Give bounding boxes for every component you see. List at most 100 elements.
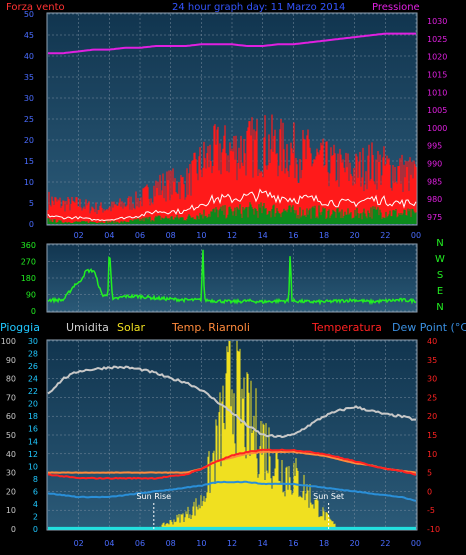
rain-tick-label: 26 (28, 362, 38, 371)
rain-tick-label: 10 (28, 462, 38, 471)
x-tick-label: 18 (319, 539, 329, 548)
pressure-tick-label: 990 (427, 159, 442, 168)
x-tick-label: 16 (288, 231, 298, 240)
wind-tick-label: 40 (24, 52, 34, 61)
rain-tick-label: 20 (28, 400, 38, 409)
rain-tick-label: 28 (28, 350, 38, 359)
direction-tick-label: 90 (26, 291, 36, 300)
temperature-series (47, 448, 417, 480)
humidity-tick-label: 20 (6, 487, 16, 496)
wind-tick-label: 15 (24, 157, 34, 166)
x-tick-label: 06 (135, 231, 145, 240)
sun-set-label: Sun Set (313, 492, 344, 501)
legend-rain: Pioggia (0, 321, 40, 334)
wind-series (47, 32, 417, 224)
x-tick-label: 14 (258, 539, 268, 548)
direction-y-axis: 0 90 180 270 360 (21, 241, 36, 316)
humidity-series (47, 365, 417, 439)
humidity-tick-label: 10 (6, 506, 16, 515)
temperature-tick-label: 25 (427, 393, 437, 402)
climate-x-axis: 02 04 06 08 10 12 14 16 18 20 22 00 (74, 539, 422, 548)
x-tick-label: 08 (166, 539, 176, 548)
direction-tick-label: 360 (21, 241, 36, 250)
humidity-y-axis: 0 10 20 30 40 50 60 70 80 90 100 (1, 337, 16, 534)
rain-tick-label: 2 (33, 512, 38, 521)
temperature-tick-label: 40 (427, 337, 437, 346)
legend-solar: Solar (117, 321, 146, 334)
x-tick-label: 12 (227, 231, 237, 240)
legend-indoor-temp: Temp. Riarnoli (171, 321, 250, 334)
rain-tick-label: 6 (33, 487, 38, 496)
x-tick-label: 22 (380, 231, 390, 240)
temperature-tick-label: 20 (427, 412, 437, 421)
x-tick-label: 00 (411, 539, 421, 548)
rain-tick-label: 30 (28, 337, 38, 346)
wind-tick-label: 30 (24, 94, 34, 103)
wind-avg-series (47, 188, 417, 222)
temperature-y-axis: -10 -5 0 5 10 15 20 25 30 35 40 (427, 337, 440, 534)
pressure-series (48, 32, 416, 55)
compass-label: W (435, 254, 445, 265)
pressure-y-axis: 975 980 985 990 995 1000 1005 1010 1015 1020 1025 1… (427, 17, 447, 222)
pressure-tick-label: 980 (427, 195, 442, 204)
pressure-tick-label: 1000 (427, 124, 447, 133)
wind-tick-label: 35 (24, 73, 34, 82)
wind-tick-label: 50 (24, 10, 34, 19)
x-tick-label: 04 (104, 539, 114, 548)
wind-speed-label: Forza vento (6, 2, 65, 13)
humidity-tick-label: 0 (11, 525, 16, 534)
direction-series (47, 249, 417, 306)
x-tick-label: 20 (350, 539, 360, 548)
wind-tick-label: 20 (24, 136, 34, 145)
humidity-tick-label: 30 (6, 469, 16, 478)
temperature-tick-label: 35 (427, 356, 437, 365)
wind-tick-label: 10 (24, 178, 34, 187)
legend-temperature: Temperatura (311, 321, 382, 334)
pressure-tick-label: 1025 (427, 35, 447, 44)
direction-tick-label: 180 (21, 274, 36, 283)
pressure-tick-label: 985 (427, 177, 442, 186)
direction-tick-label: 0 (31, 307, 36, 316)
rain-tick-label: 12 (28, 450, 38, 459)
x-tick-label: 00 (411, 231, 421, 240)
wind-x-axis: 02 04 06 08 10 12 14 16 18 20 22 00 (74, 231, 422, 240)
rain-tick-label: 22 (28, 387, 38, 396)
humidity-tick-label: 40 (6, 450, 16, 459)
compass-label: S (437, 270, 443, 281)
humidity-tick-label: 70 (6, 393, 16, 402)
rain-tick-label: 0 (33, 525, 38, 534)
x-tick-label: 06 (135, 539, 145, 548)
x-tick-label: 02 (74, 231, 84, 240)
humidity-tick-label: 100 (1, 337, 16, 346)
temperature-tick-label: -5 (427, 506, 435, 515)
x-tick-label: 10 (196, 539, 206, 548)
pressure-tick-label: 1030 (427, 17, 447, 26)
pressure-tick-label: 995 (427, 142, 442, 151)
pressure-tick-label: 1020 (427, 53, 447, 62)
indoor-temp-series (47, 450, 417, 474)
climate-series (47, 341, 417, 530)
rain-tick-label: 18 (28, 412, 38, 421)
x-tick-label: 10 (196, 231, 206, 240)
wind-low-series (47, 202, 417, 224)
rain-tick-label: 16 (28, 425, 38, 434)
rain-tick-label: 14 (28, 437, 38, 446)
x-tick-label: 04 (104, 231, 114, 240)
temperature-tick-label: -10 (427, 525, 440, 534)
wind-y-axis: 0 5 10 15 20 25 30 35 40 45 50 (24, 10, 34, 229)
rain-tick-label: 24 (28, 375, 38, 384)
legend-humidity: Umidita (66, 321, 109, 334)
temperature-tick-label: 5 (427, 469, 432, 478)
pressure-tick-label: 1005 (427, 106, 447, 115)
humidity-tick-label: 50 (6, 431, 16, 440)
compass-label: N (436, 238, 443, 249)
x-tick-label: 08 (166, 231, 176, 240)
sun-rise-label: Sun Rise (136, 492, 171, 501)
rain-tick-label: 8 (33, 475, 38, 484)
dewpoint-series (47, 480, 417, 502)
